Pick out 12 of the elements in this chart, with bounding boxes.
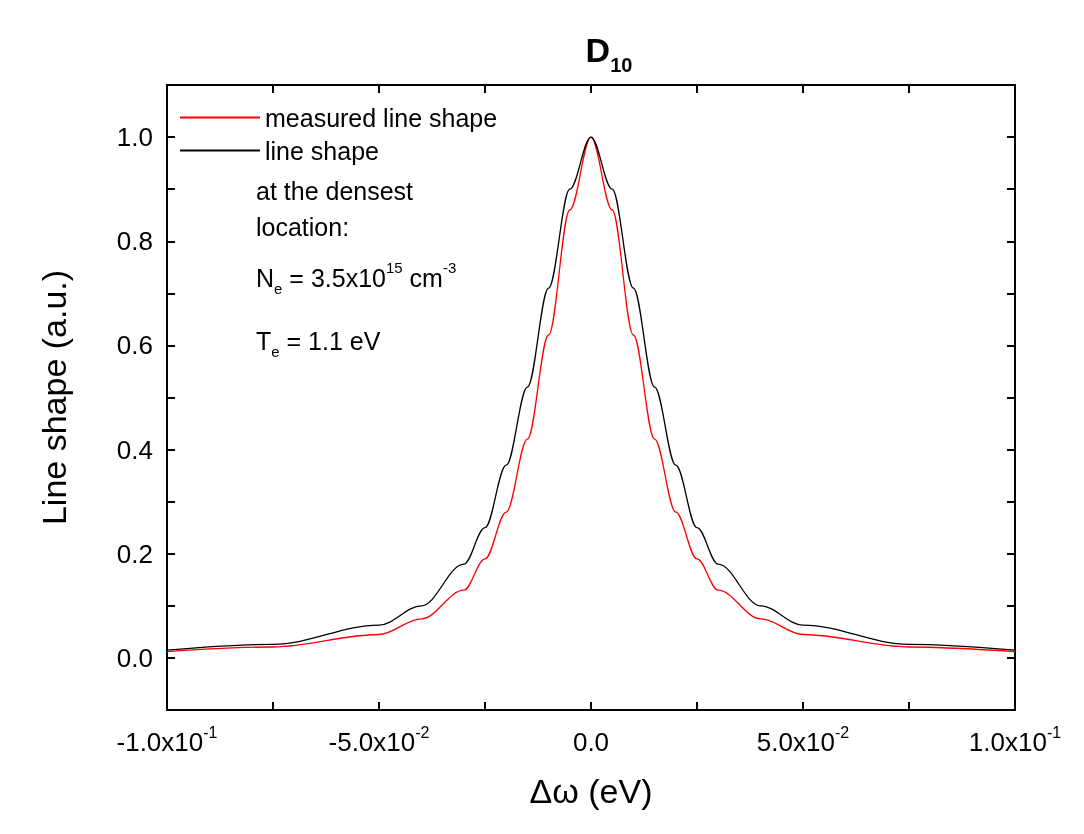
y-tick-label: 0.4 [116,434,153,465]
y-tick-label: 1.0 [116,122,153,153]
y-axis-title: Line shape (a.u.) [35,269,73,526]
x-tick-label: 0.0 [572,727,610,757]
y-tick-label: 0.6 [116,330,153,361]
x-axis-title: Δω (eV) [529,772,653,810]
legend-label: measured line shape [265,103,498,132]
y-tick-label: 0.2 [116,538,153,569]
annotation: at the densest location: [256,176,421,241]
legend-label: line shape [265,136,379,165]
y-tick-label: 0.8 [116,226,153,257]
y-tick-label: 0.0 [116,642,153,673]
